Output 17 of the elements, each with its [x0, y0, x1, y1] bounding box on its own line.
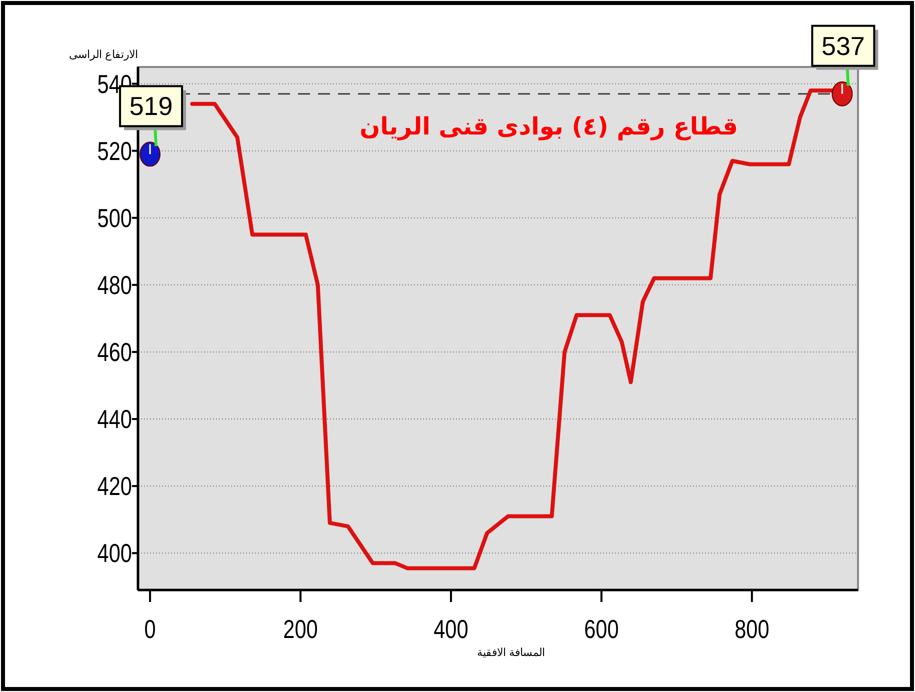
x-tick-label: 800	[734, 614, 770, 644]
text: قطاع رقم (٤) بوادى قنى الريان	[360, 112, 738, 140]
y-tick-label: 460	[97, 338, 132, 366]
y-tick-label: 400	[97, 538, 132, 568]
y-tick-label: 480	[97, 270, 132, 300]
y-tick-label: 520	[97, 136, 132, 166]
data-label: 537	[822, 30, 865, 61]
x-tick-label: 200	[283, 614, 318, 644]
x-axis-title: المسافة الافقية	[477, 647, 546, 659]
x-tick-label: 600	[584, 614, 619, 644]
x-tick-label: 0	[144, 614, 156, 644]
y-tick-label: 500	[97, 204, 132, 232]
y-tick-label: 420	[97, 472, 132, 501]
x-tick-label: 400	[434, 614, 468, 644]
y-axis-title: الارتفاع الراسى	[68, 49, 138, 61]
data-label: 519	[129, 91, 173, 122]
y-tick-label: 440	[97, 404, 132, 434]
